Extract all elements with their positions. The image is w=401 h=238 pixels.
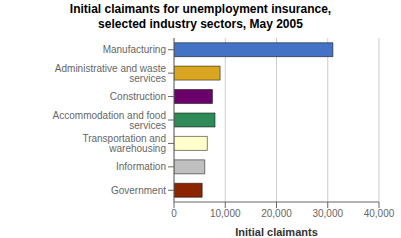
svg-text:30,000: 30,000 bbox=[312, 208, 343, 219]
svg-text:20,000: 20,000 bbox=[261, 208, 292, 219]
svg-text:10,000: 10,000 bbox=[210, 208, 241, 219]
svg-text:0: 0 bbox=[171, 208, 177, 219]
svg-text:Transportation andwarehousing: Transportation andwarehousing bbox=[82, 133, 166, 154]
html-text:Initial claimants for unemploy: Initial claimants for unemployment insur… bbox=[69, 2, 332, 16]
svg-text:40,000: 40,000 bbox=[364, 208, 393, 219]
svg-text:Manufacturing: Manufacturing bbox=[103, 44, 166, 55]
svg-text:Government: Government bbox=[111, 185, 166, 196]
svg-text:Information: Information bbox=[116, 161, 166, 172]
svg-text:Initial claimants: Initial claimants bbox=[235, 226, 318, 238]
svg-text:Administrative and wasteservic: Administrative and wasteservices bbox=[55, 63, 167, 84]
html-text:selected industry sectors, May: selected industry sectors, May 2005 bbox=[98, 17, 303, 31]
svg-text:Construction: Construction bbox=[110, 91, 166, 102]
svg-text:Accommodation and foodservices: Accommodation and foodservices bbox=[53, 110, 166, 131]
